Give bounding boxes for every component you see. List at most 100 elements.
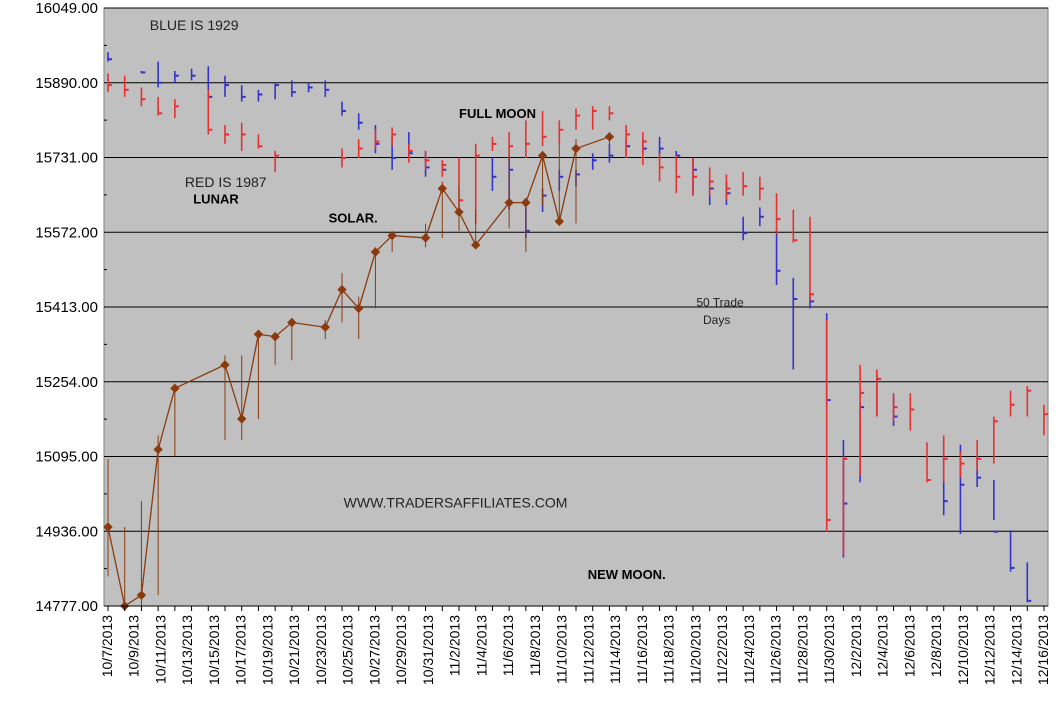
hlc-bar bbox=[123, 75, 129, 97]
y-tick-label: 15731.00 bbox=[35, 150, 98, 167]
x-tick-label: 10/13/2013 bbox=[179, 615, 195, 685]
hlc-bar bbox=[441, 160, 447, 177]
hlc-bar bbox=[541, 110, 547, 147]
hlc-bar bbox=[725, 174, 731, 201]
x-tick-label: 11/16/2013 bbox=[634, 615, 650, 684]
annotation-label: WWW.TRADERSAFFILIATES.COM bbox=[344, 495, 568, 511]
hlc-bar bbox=[859, 364, 865, 476]
x-tick-label: 12/2/2013 bbox=[848, 615, 864, 677]
hlc-bar bbox=[591, 153, 597, 170]
hlc-bar bbox=[809, 216, 814, 302]
hlc-bar bbox=[993, 480, 998, 533]
x-tick-label: 12/14/2013 bbox=[1008, 615, 1024, 685]
hlc-bar bbox=[491, 157, 497, 191]
x-tick-label: 10/27/2013 bbox=[366, 615, 382, 685]
hlc-bar bbox=[842, 456, 848, 556]
hlc-bar bbox=[876, 369, 881, 417]
x-tick-label: 11/30/2013 bbox=[821, 615, 837, 684]
hlc-bar bbox=[207, 89, 213, 135]
y-tick-label: 15890.00 bbox=[35, 75, 98, 92]
hlc-bar bbox=[357, 113, 363, 130]
hlc-bar bbox=[775, 228, 781, 285]
data-point-marker bbox=[521, 197, 531, 208]
series-red-1987 bbox=[107, 73, 1048, 556]
data-point-marker bbox=[220, 360, 230, 370]
x-tick-label: 11/22/2013 bbox=[714, 615, 730, 684]
y-axis: 16049.00 15890.00 15731.00 15572.00 15413.00… bbox=[35, 0, 107, 615]
hlc-bar bbox=[107, 73, 112, 93]
data-point-marker bbox=[354, 303, 364, 314]
hlc-bar bbox=[909, 393, 915, 431]
hlc-bar bbox=[775, 193, 781, 234]
annotation-label: FULL MOON bbox=[459, 106, 536, 121]
hlc-bar bbox=[157, 96, 163, 116]
x-tick-label: 10/7/2013 bbox=[99, 615, 115, 677]
hlc-bar bbox=[1043, 404, 1048, 436]
data-point-marker bbox=[153, 444, 163, 455]
hlc-bar bbox=[190, 68, 196, 81]
hlc-bar bbox=[1026, 385, 1032, 417]
data-point-marker bbox=[170, 383, 180, 394]
y-tick-label: 15095.00 bbox=[35, 449, 98, 466]
annotation-label: LUNAR bbox=[193, 192, 239, 207]
hlc-bar bbox=[658, 153, 664, 182]
data-point-marker bbox=[287, 317, 297, 328]
hlc-bar bbox=[257, 89, 263, 102]
x-tick-label: 11/8/2013 bbox=[527, 615, 543, 676]
hlc-bar bbox=[307, 82, 313, 93]
hlc-bar bbox=[625, 125, 631, 158]
annotation-label: BLUE IS 1929 bbox=[150, 17, 239, 33]
x-tick-label: 12/6/2013 bbox=[901, 615, 917, 677]
data-point-marker bbox=[387, 230, 397, 241]
hlc-bar bbox=[759, 176, 764, 201]
data-point-marker bbox=[253, 329, 264, 339]
hlc-bar bbox=[742, 216, 748, 241]
hlc-bar bbox=[374, 129, 380, 149]
data-point-marker bbox=[103, 522, 113, 532]
hlc-bar bbox=[993, 416, 998, 464]
hlc-bar bbox=[174, 70, 179, 83]
x-tick-label: 10/29/2013 bbox=[393, 615, 409, 685]
x-tick-label: 10/23/2013 bbox=[313, 615, 329, 685]
hlc-bar bbox=[391, 127, 397, 147]
x-tick-label: 11/26/2013 bbox=[768, 615, 784, 684]
data-point-marker bbox=[370, 247, 381, 257]
data-point-marker bbox=[420, 233, 431, 243]
hlc-bar bbox=[1009, 530, 1015, 572]
hlc-bar bbox=[408, 143, 413, 163]
x-tick-label: 11/14/2013 bbox=[607, 615, 623, 684]
x-tick-label: 11/18/2013 bbox=[661, 615, 677, 684]
data-point-marker bbox=[454, 207, 464, 217]
hlc-bar bbox=[341, 148, 346, 168]
hlc-bar bbox=[157, 61, 163, 88]
y-tick-label: 15572.00 bbox=[35, 224, 98, 241]
hlc-bar bbox=[926, 442, 931, 483]
hlc-bar bbox=[257, 134, 263, 149]
data-point-marker bbox=[571, 143, 581, 154]
hlc-bar bbox=[424, 150, 430, 170]
hlc-bar bbox=[274, 150, 280, 173]
x-tick-label: 10/25/2013 bbox=[340, 615, 356, 685]
hlc-bar bbox=[525, 120, 530, 158]
data-point-marker bbox=[437, 183, 447, 194]
data-point-marker bbox=[471, 240, 481, 250]
hlc-bar bbox=[742, 172, 748, 196]
x-tick-label: 11/6/2013 bbox=[500, 615, 516, 676]
hlc-bar bbox=[1026, 562, 1032, 603]
hlc-bar bbox=[608, 106, 614, 121]
data-point-marker bbox=[504, 197, 514, 208]
hlc-bar bbox=[558, 120, 564, 144]
hlc-bar bbox=[240, 85, 246, 102]
data-point-marker bbox=[270, 331, 280, 342]
hlc-bar bbox=[792, 277, 798, 370]
x-tick-label: 12/8/2013 bbox=[928, 615, 944, 677]
x-tick-label: 10/15/2013 bbox=[206, 615, 222, 685]
annotation-label: Days bbox=[703, 313, 730, 327]
x-tick-label: 12/10/2013 bbox=[955, 615, 971, 685]
data-point-marker bbox=[320, 322, 330, 332]
x-tick-label: 10/31/2013 bbox=[420, 615, 436, 685]
hlc-bar bbox=[675, 155, 681, 194]
hlc-bar bbox=[107, 52, 112, 62]
hlc-bar bbox=[1009, 390, 1015, 417]
hlc-bar bbox=[140, 87, 146, 107]
